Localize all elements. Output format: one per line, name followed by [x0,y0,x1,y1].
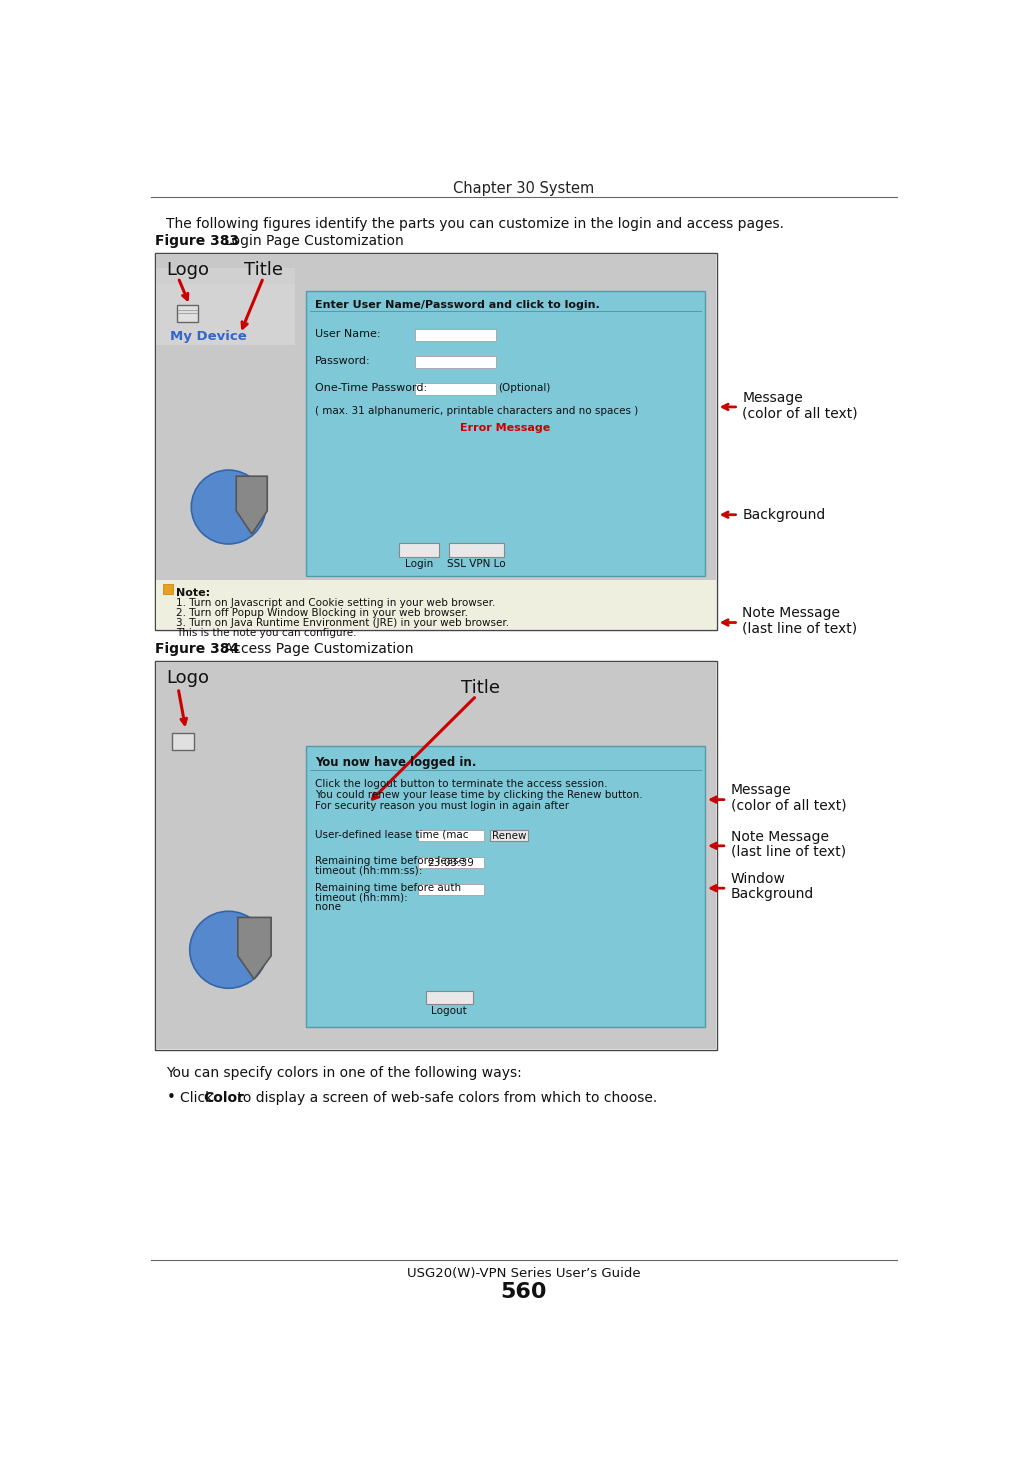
Text: Title: Title [244,261,283,279]
Bar [306,292,705,576]
Text: 2. Turn off Popup Window Blocking in your web browser.: 2. Turn off Popup Window Blocking in you… [176,608,468,619]
Text: For security reason you must login in again after: For security reason you must login in ag… [316,800,569,811]
Text: 23:03:39: 23:03:39 [427,858,474,868]
Text: Access Page Customization: Access Page Customization [212,642,414,657]
Bar [491,830,527,841]
Text: Enter User Name/Password and click to login.: Enter User Name/Password and click to lo… [316,301,600,311]
Text: Color: Color [203,1091,244,1104]
Text: (last line of text): (last line of text) [731,844,846,859]
Text: Note:: Note: [176,588,210,598]
Text: This is the note you can configure.: This is the note you can configure. [176,629,357,638]
Bar [415,356,496,368]
Text: Remaining time before auth: Remaining time before auth [316,883,461,893]
Bar [155,254,716,630]
Bar [399,544,439,557]
Text: Renew: Renew [492,831,526,841]
Text: ( max. 31 alphanumeric, printable characters and no spaces ): ( max. 31 alphanumeric, printable charac… [316,406,639,416]
Text: Login: Login [405,559,433,569]
Text: Click the logout button to terminate the access session.: Click the logout button to terminate the… [316,780,608,789]
Text: (color of all text): (color of all text) [731,799,846,812]
Text: User Name:: User Name: [316,328,381,339]
Text: USG20(W)-VPN Series User’s Guide: USG20(W)-VPN Series User’s Guide [407,1267,641,1280]
Text: Window: Window [731,872,786,885]
Bar [155,268,295,292]
Bar [418,884,484,896]
Text: Logo: Logo [167,261,210,279]
Circle shape [190,912,267,988]
Text: Background: Background [731,887,814,902]
Text: Title: Title [461,679,500,696]
Text: (last line of text): (last line of text) [742,622,857,636]
Text: 560: 560 [501,1283,547,1302]
Bar [415,330,496,340]
Text: Remaining time before lease: Remaining time before lease [316,856,465,866]
Text: Login Page Customization: Login Page Customization [212,235,404,248]
Text: timeout (hh:mm):: timeout (hh:mm): [316,893,408,903]
Text: User-defined lease time (mac: User-defined lease time (mac [316,830,469,839]
Text: SSL VPN Lo: SSL VPN Lo [448,559,506,569]
Text: The following figures identify the parts you can customize in the login and acce: The following figures identify the parts… [167,217,785,230]
Polygon shape [236,476,267,534]
Bar [306,746,705,1026]
Text: Click: Click [181,1091,218,1104]
Bar [155,661,716,1050]
Text: Error Message: Error Message [461,424,551,434]
Bar [450,544,504,557]
Text: (Optional): (Optional) [498,383,551,393]
Text: 3. Turn on Java Runtime Environment (JRE) in your web browser.: 3. Turn on Java Runtime Environment (JRE… [176,619,509,629]
Text: My Device: My Device [171,330,247,343]
Bar [415,383,496,394]
Text: Chapter 30 System: Chapter 30 System [453,180,595,196]
Polygon shape [238,918,271,979]
FancyBboxPatch shape [172,733,193,749]
Bar [155,661,716,1050]
Text: You can specify colors in one of the following ways:: You can specify colors in one of the fol… [167,1066,522,1080]
Text: Note Message: Note Message [742,607,840,620]
Text: timeout (hh:mm:ss):: timeout (hh:mm:ss): [316,865,423,875]
Bar [155,581,716,629]
Text: Logout: Logout [431,1006,467,1016]
Text: Background: Background [742,507,826,522]
Text: One-Time Password:: One-Time Password: [316,383,427,393]
Text: You could renew your lease time by clicking the Renew button.: You could renew your lease time by click… [316,790,643,800]
Text: Message: Message [742,390,803,405]
Text: (color of all text): (color of all text) [742,406,857,421]
Text: to display a screen of web-safe colors from which to choose.: to display a screen of web-safe colors f… [233,1091,657,1104]
Text: •: • [167,1091,176,1105]
Text: Note Message: Note Message [731,830,829,843]
Bar [418,856,484,868]
Text: You now have logged in.: You now have logged in. [316,756,476,770]
Text: Password:: Password: [316,356,371,365]
FancyBboxPatch shape [177,305,198,323]
Bar [418,830,484,841]
Text: none: none [316,902,341,912]
Text: Message: Message [731,783,791,798]
Bar [155,284,295,346]
Text: 1. Turn on Javascript and Cookie setting in your web browser.: 1. Turn on Javascript and Cookie setting… [176,598,496,608]
Text: Logo: Logo [167,668,210,688]
Text: Figure 384: Figure 384 [155,642,239,657]
Bar [426,991,472,1004]
Bar [155,254,716,629]
Bar [162,583,173,594]
Text: Figure 383: Figure 383 [155,235,239,248]
Circle shape [191,471,266,544]
